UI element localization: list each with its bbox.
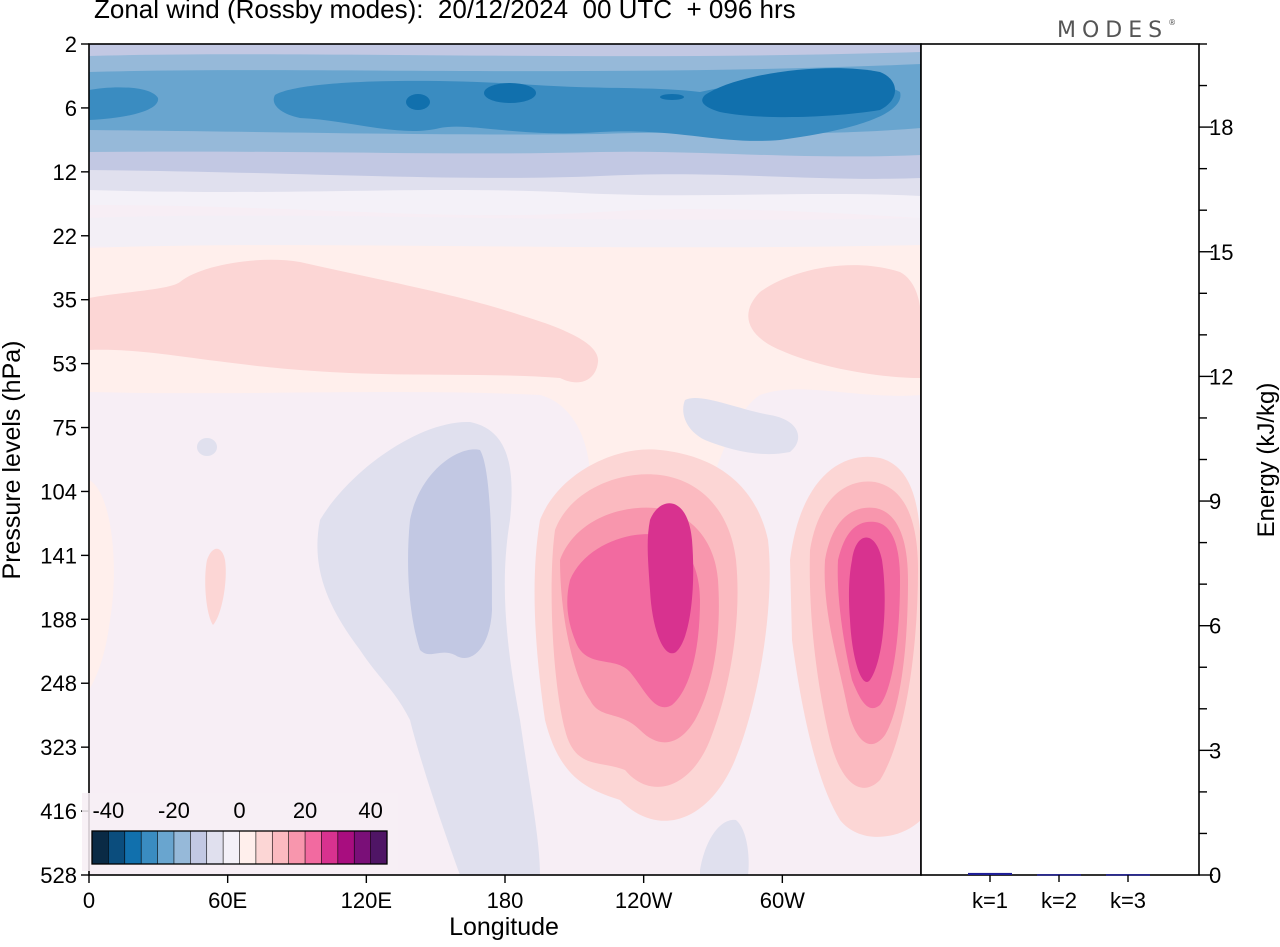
colorbar-swatch [239,831,257,864]
y-tick-label: 416 [40,799,77,824]
y-tick-label: 75 [53,416,77,441]
colorbar-swatch [354,831,371,864]
pressure-axis: 2 6 12 22 35 53 75 104 141 188 248 323 416 528 [40,32,89,888]
colorbar-swatch [108,831,126,864]
easterly-speck [197,438,217,456]
colorbar: -40 -20 0 20 40 [82,793,398,871]
energy-tick-label: 3 [1209,738,1221,763]
colorbar-tick-label: -40 [92,798,124,823]
x-tick-label: 180 [487,888,524,913]
transition-strip [89,215,921,252]
y-tick-label: 141 [40,543,77,568]
colorbar-tick-label: 20 [293,798,317,823]
colorbar-tick-label: 0 [233,798,245,823]
energy-bar-k=2 [1037,874,1081,876]
energy-tick-label: 9 [1209,489,1221,514]
colorbar-swatch [305,831,322,864]
colorbar-swatch [288,831,306,864]
y-tick-label: 323 [40,735,77,760]
colorbar-swatch [173,831,191,864]
colorbar-swatch [206,831,224,864]
westerly-layer-moderate-east [748,265,921,378]
energy-axis: 0 3 6 9 12 15 18 [1199,43,1233,888]
y-tick-label: 188 [40,607,77,632]
easterly-column-moderate [408,449,492,658]
x-tick-label: 60W [760,888,805,913]
bar-category-label: k=3 [1110,888,1146,913]
y-tick-label: 53 [53,352,77,377]
y-tick-label: 35 [53,288,77,313]
westerly-speck [205,548,226,625]
colorbar-frame [91,830,388,865]
chart-title: Zonal wind (Rossby modes): 20/12/2024 00… [94,0,796,24]
colorbar-swatch [337,831,355,864]
logo-text: MODES [1057,18,1169,43]
colorbar-tick-label: 40 [358,798,382,823]
energy-tick-label: 12 [1209,364,1233,389]
easterly-core-pocket-2 [484,83,536,103]
colorbar-swatch [255,831,273,864]
longitude-axis: 0 60E 120E 180 120W 60W [83,875,805,913]
easterly-max-west [89,87,159,120]
colorbar-swatch [272,831,289,864]
colorbar-tick-label: -20 [158,798,190,823]
bar-category-label: k=2 [1041,888,1077,913]
registered-mark: ® [1168,18,1177,27]
colorbar-swatch [190,831,208,864]
colorbar-swatch [321,831,339,864]
westerly-tail-left [89,480,114,690]
y-tick-label: 6 [65,96,77,121]
y-tick-label: 248 [40,671,77,696]
colorbar-swatch [92,831,109,864]
x-axis-label: Longitude [449,913,559,941]
energy-axis-label: Energy (kJ/kg) [1253,383,1280,538]
energy-tick-label: 6 [1209,614,1221,639]
easterly-core-east [702,68,895,118]
colorbar-swatch [141,831,158,864]
easterly-blob-south [700,819,749,875]
contour-map [89,44,921,875]
westerly-layer-moderate-west [89,259,599,383]
energy-bars: k=1 k=2 k=3 [968,872,1150,913]
jet2-core [848,537,885,682]
x-tick-label: 120E [341,888,392,913]
energy-bar-k=1 [968,872,1012,875]
modes-logo: MODES® [1057,18,1176,43]
easterly-blob-east [683,397,799,455]
jet1-core [647,503,694,654]
y-tick-label: 22 [53,224,77,249]
colorbar-swatch [124,831,142,864]
energy-panel-frame [920,43,1200,876]
x-tick-label: 60E [208,888,247,913]
bar-category-label: k=1 [972,888,1008,913]
easterly-core-pocket-1 [406,94,430,110]
x-tick-label: 0 [83,888,95,913]
y-tick-label: 104 [40,479,77,504]
energy-tick-label: 0 [1209,863,1221,888]
energy-tick-label: 18 [1209,115,1233,140]
easterly-core-pocket-3 [660,94,684,100]
y-tick-label: 528 [40,863,77,888]
colorbar-swatch [157,831,175,864]
y-tick-label: 2 [65,32,77,57]
colorbar-swatch [223,831,240,864]
x-tick-label: 120W [615,888,673,913]
energy-bar-k=3 [1106,874,1150,876]
y-axis-label: Pressure levels (hPa) [0,341,26,580]
energy-tick-label: 15 [1209,240,1233,265]
y-tick-label: 12 [53,160,77,185]
colorbar-swatch [370,831,388,864]
